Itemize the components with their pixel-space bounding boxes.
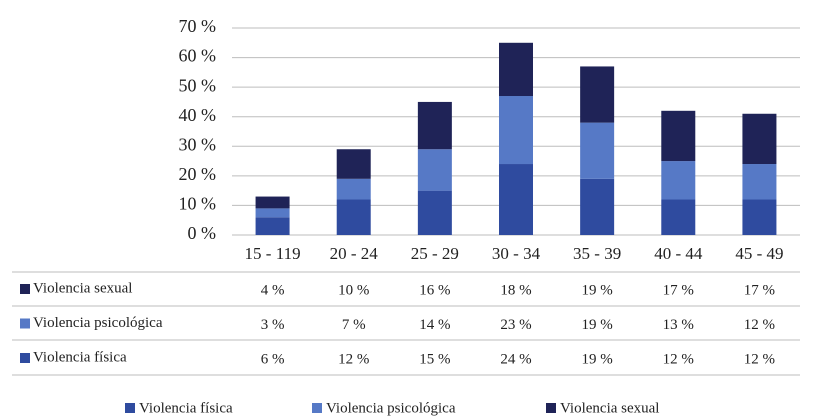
bar-segment (742, 113, 777, 165)
bar-segment (499, 96, 533, 165)
x-tick-label: 15 - 119 (245, 244, 301, 263)
table-cell: 10 % (338, 282, 369, 298)
y-tick-label: 40 % (179, 105, 217, 125)
table-cell: 12 % (338, 351, 369, 367)
y-tick-label: 10 % (179, 194, 217, 214)
bar-segment (661, 199, 696, 235)
bar-segment (580, 66, 615, 123)
table-cell: 15 % (419, 351, 450, 367)
bar-segment (499, 164, 533, 235)
x-tick-label: 45 - 49 (735, 244, 783, 263)
x-tick-label: 40 - 44 (654, 244, 703, 263)
bar-segment (580, 122, 615, 179)
table-legend-key (20, 353, 30, 363)
table-cell: 18 % (500, 282, 531, 298)
x-tick-label: 20 - 24 (330, 244, 379, 263)
legend-key (546, 403, 556, 413)
x-tick-label: 35 - 39 (573, 244, 621, 263)
table-cell: 12 % (663, 351, 694, 367)
y-tick-label: 0 % (188, 223, 217, 243)
bar-segment (417, 190, 452, 235)
table-cell: 17 % (744, 282, 775, 298)
bar-segment (255, 217, 290, 235)
table-cell: 19 % (582, 351, 613, 367)
y-tick-label: 20 % (179, 164, 217, 184)
table-cell: 17 % (663, 282, 694, 298)
table-cell: 12 % (744, 317, 775, 333)
table-cell: 3 % (261, 317, 285, 333)
table-cell: 19 % (582, 282, 613, 298)
table-row-label: Violencia sexual (33, 280, 132, 296)
legend-key (312, 403, 322, 413)
bar-segment (255, 196, 290, 209)
bar-segment (742, 164, 777, 200)
bar-segment (661, 110, 696, 162)
table-cell: 6 % (261, 351, 285, 367)
y-tick-label: 60 % (179, 46, 217, 66)
table-cell: 12 % (744, 351, 775, 367)
table-row-label: Violencia psicológica (33, 315, 163, 331)
y-tick-label: 70 % (179, 16, 217, 36)
table-cell: 24 % (500, 351, 531, 367)
y-tick-label: 50 % (179, 75, 217, 95)
table-cell: 4 % (261, 282, 285, 298)
table-row-label: Violencia física (33, 349, 127, 365)
bar-segment (336, 149, 371, 179)
bar-segment (336, 178, 371, 200)
table-legend-key (20, 284, 30, 294)
bar-segment (255, 208, 290, 218)
legend-label: Violencia física (139, 400, 233, 416)
x-tick-label: 25 - 29 (411, 244, 459, 263)
table-cell: 19 % (582, 317, 613, 333)
legend-key (125, 403, 135, 413)
table-cell: 23 % (500, 317, 531, 333)
bar-segment (417, 149, 452, 191)
bar-segment (580, 178, 615, 235)
bar-segment (742, 199, 777, 235)
bar-segment (336, 199, 371, 235)
table-cell: 14 % (419, 317, 450, 333)
table-legend-key (20, 318, 30, 329)
table-cell: 13 % (663, 317, 694, 333)
table-cell: 7 % (342, 317, 366, 333)
y-tick-label: 30 % (179, 134, 217, 154)
bar-segment (499, 42, 533, 97)
bar-segment (417, 101, 452, 150)
legend-label: Violencia psicológica (326, 400, 456, 416)
x-tick-label: 30 - 34 (492, 244, 541, 263)
bar-segment (661, 161, 696, 200)
legend-label: Violencia sexual (560, 400, 659, 416)
table-cell: 16 % (419, 282, 450, 298)
